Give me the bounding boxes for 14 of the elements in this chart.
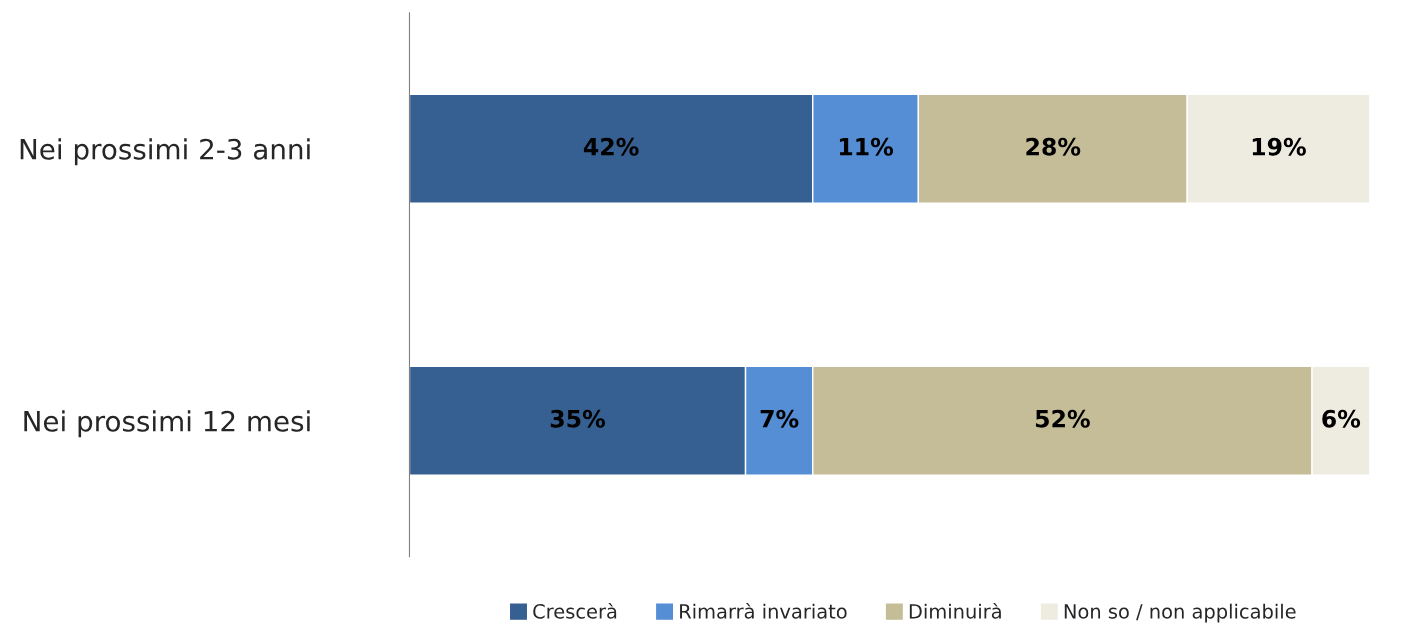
data-label: 19% <box>1252 137 1306 156</box>
legend-label: Crescerà <box>533 602 617 619</box>
data-label: 28% <box>1026 137 1081 156</box>
legend-label: Diminuirà <box>909 602 1001 619</box>
legend-label: Rimarrà invariato <box>680 602 847 619</box>
data-label: 42% <box>583 137 639 156</box>
y-tick-label: Nei prossimi 12 mesi <box>24 410 310 438</box>
data-label: 11% <box>839 137 894 156</box>
data-label: 35% <box>550 409 606 428</box>
y-tick-label: Nei prossimi 2-3 anni <box>20 138 310 166</box>
data-label: 52% <box>1035 409 1090 428</box>
legend-label: Non so / non applicabile <box>1064 603 1296 623</box>
data-label: 6% <box>1322 409 1361 428</box>
data-label: 7% <box>760 409 799 428</box>
